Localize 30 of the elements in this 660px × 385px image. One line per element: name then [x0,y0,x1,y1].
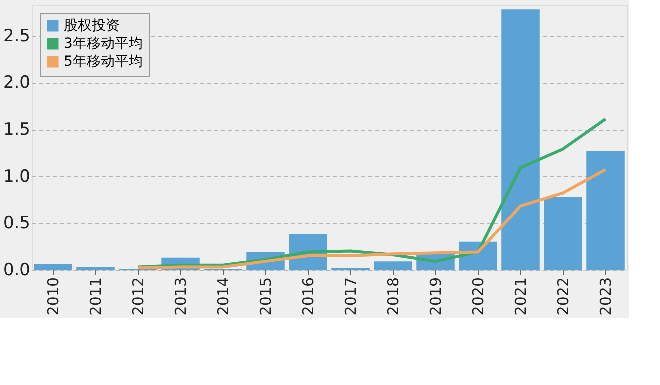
bar [34,264,72,270]
x-tick-label: 2013 [172,278,190,316]
bar [544,196,582,270]
y-tick-label: 2.0 [3,73,30,94]
bar [502,10,540,270]
legend-label: 3年移动平均 [64,36,143,52]
line-series [136,168,608,270]
y-tick-label: 1.0 [3,166,30,187]
x-tick-label: 2011 [86,278,105,316]
bar [76,267,115,270]
legend-label: 5年移动平均 [64,54,143,70]
x-tick-label: 2022 [554,278,572,316]
x-tick-label: 2017 [342,278,360,316]
x-tick-label: 2018 [384,278,402,316]
x-tick-label: 2021 [512,278,530,316]
x-tick-label: 2012 [129,278,148,316]
x-tick-label: 2023 [596,278,615,316]
y-tick-label: 0.5 [3,214,30,234]
y-tick-label: 1.5 [3,120,30,140]
x-tick-label: 2019 [426,278,445,316]
y-tick-label: 0.0 [3,260,30,280]
x-tick-label: 2014 [214,278,232,316]
y-tick-label: 2.5 [3,26,30,46]
bar [374,262,412,270]
x-tick-label: 2015 [256,278,275,316]
x-tick-label: 2016 [299,278,318,316]
x-tick-label: 2010 [44,278,62,316]
x-tick-label: 2020 [469,278,488,316]
legend-label: 股权投资 [64,18,120,34]
bar [586,151,625,270]
